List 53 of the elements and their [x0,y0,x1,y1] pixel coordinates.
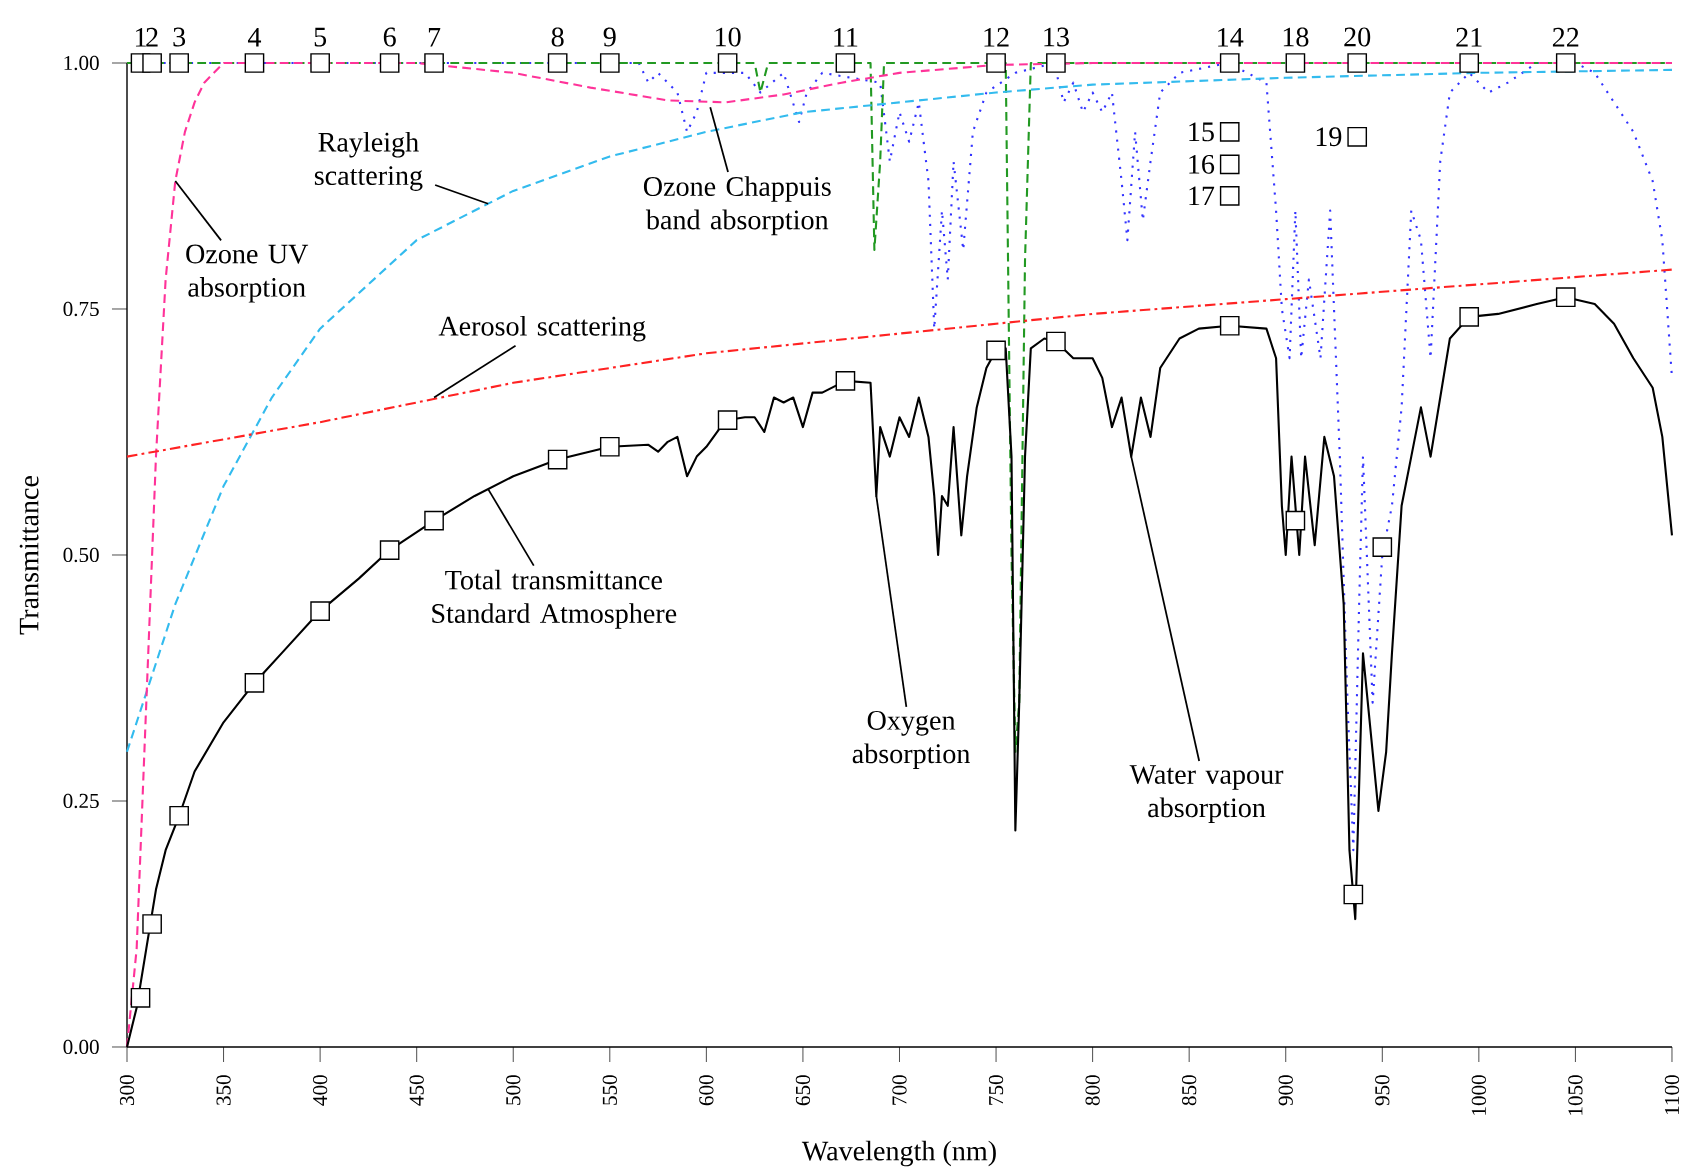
annotation: 22 [1552,27,1579,47]
x-tick-label: 850 [1182,1075,1197,1106]
annotation: 16 [1189,154,1215,174]
x-tick-label: 400 [312,1075,328,1106]
annotation: 9 [603,27,616,47]
annotation: 3 [173,27,186,47]
x-tick-label: 1050 [1568,1075,1583,1115]
annotation: 12 [984,27,1009,47]
annotation: Ozone UV absorption [186,244,309,303]
x-tick-label: 550 [602,1075,617,1105]
y-axis-title: Transmittance [19,476,39,635]
x-tick-label: 900 [1278,1075,1293,1106]
annotation: 6 [383,27,396,47]
x-tick-label: 1100 [1664,1075,1680,1114]
annotation: 7 [428,28,441,47]
annotation: 20 [1344,27,1371,47]
x-tick-label: 700 [892,1075,907,1105]
annotation: 13 [1044,27,1069,47]
annotation: 11 [834,27,858,47]
annotation: 8 [551,27,564,47]
annotation: Water vapour absorption [1129,765,1284,824]
annotation: 19 [1316,127,1342,147]
annotation: 15 [1189,122,1214,142]
annotation: 17 [1189,186,1215,206]
x-axis-title: Wavelength (nm) [801,1140,996,1167]
annotation: 4 [247,27,262,47]
annotation: Rayleigh scattering [314,131,423,191]
annotation: 2 [146,27,158,47]
y-tick-label: 0.00 [63,1039,99,1055]
x-tick-label: 750 [988,1075,1004,1105]
annotation: 21 [1456,27,1482,47]
x-tick-label: 950 [1375,1075,1390,1106]
y-tick-label: 1.00 [64,55,99,71]
y-tick-label: 0.75 [63,301,99,317]
annotation: 10 [716,27,741,47]
annotation: 18 [1283,27,1309,47]
x-tick-label: 350 [216,1075,231,1106]
x-tick-label: 300 [119,1075,135,1106]
x-tick-label: 800 [1085,1075,1100,1106]
x-tick-label: 600 [699,1075,714,1106]
x-tick-label: 500 [506,1075,521,1105]
x-tick-label: 1000 [1471,1075,1486,1115]
annotation: 14 [1218,27,1244,47]
annotation: Aerosol scattering [438,315,646,342]
annotation: 1 [135,27,146,47]
y-tick-label: 0.25 [63,793,99,809]
x-tick-label: 450 [409,1075,424,1106]
annotation: Ozone Chappuis band absorption [643,176,831,236]
y-tick-label: 0.50 [63,547,99,563]
annotation: 5 [314,27,327,47]
annotation: Total transmittance Standard Atmosphere [432,569,677,629]
x-tick-label: 650 [795,1075,811,1106]
annotation: Oxygen absorption [852,710,970,770]
